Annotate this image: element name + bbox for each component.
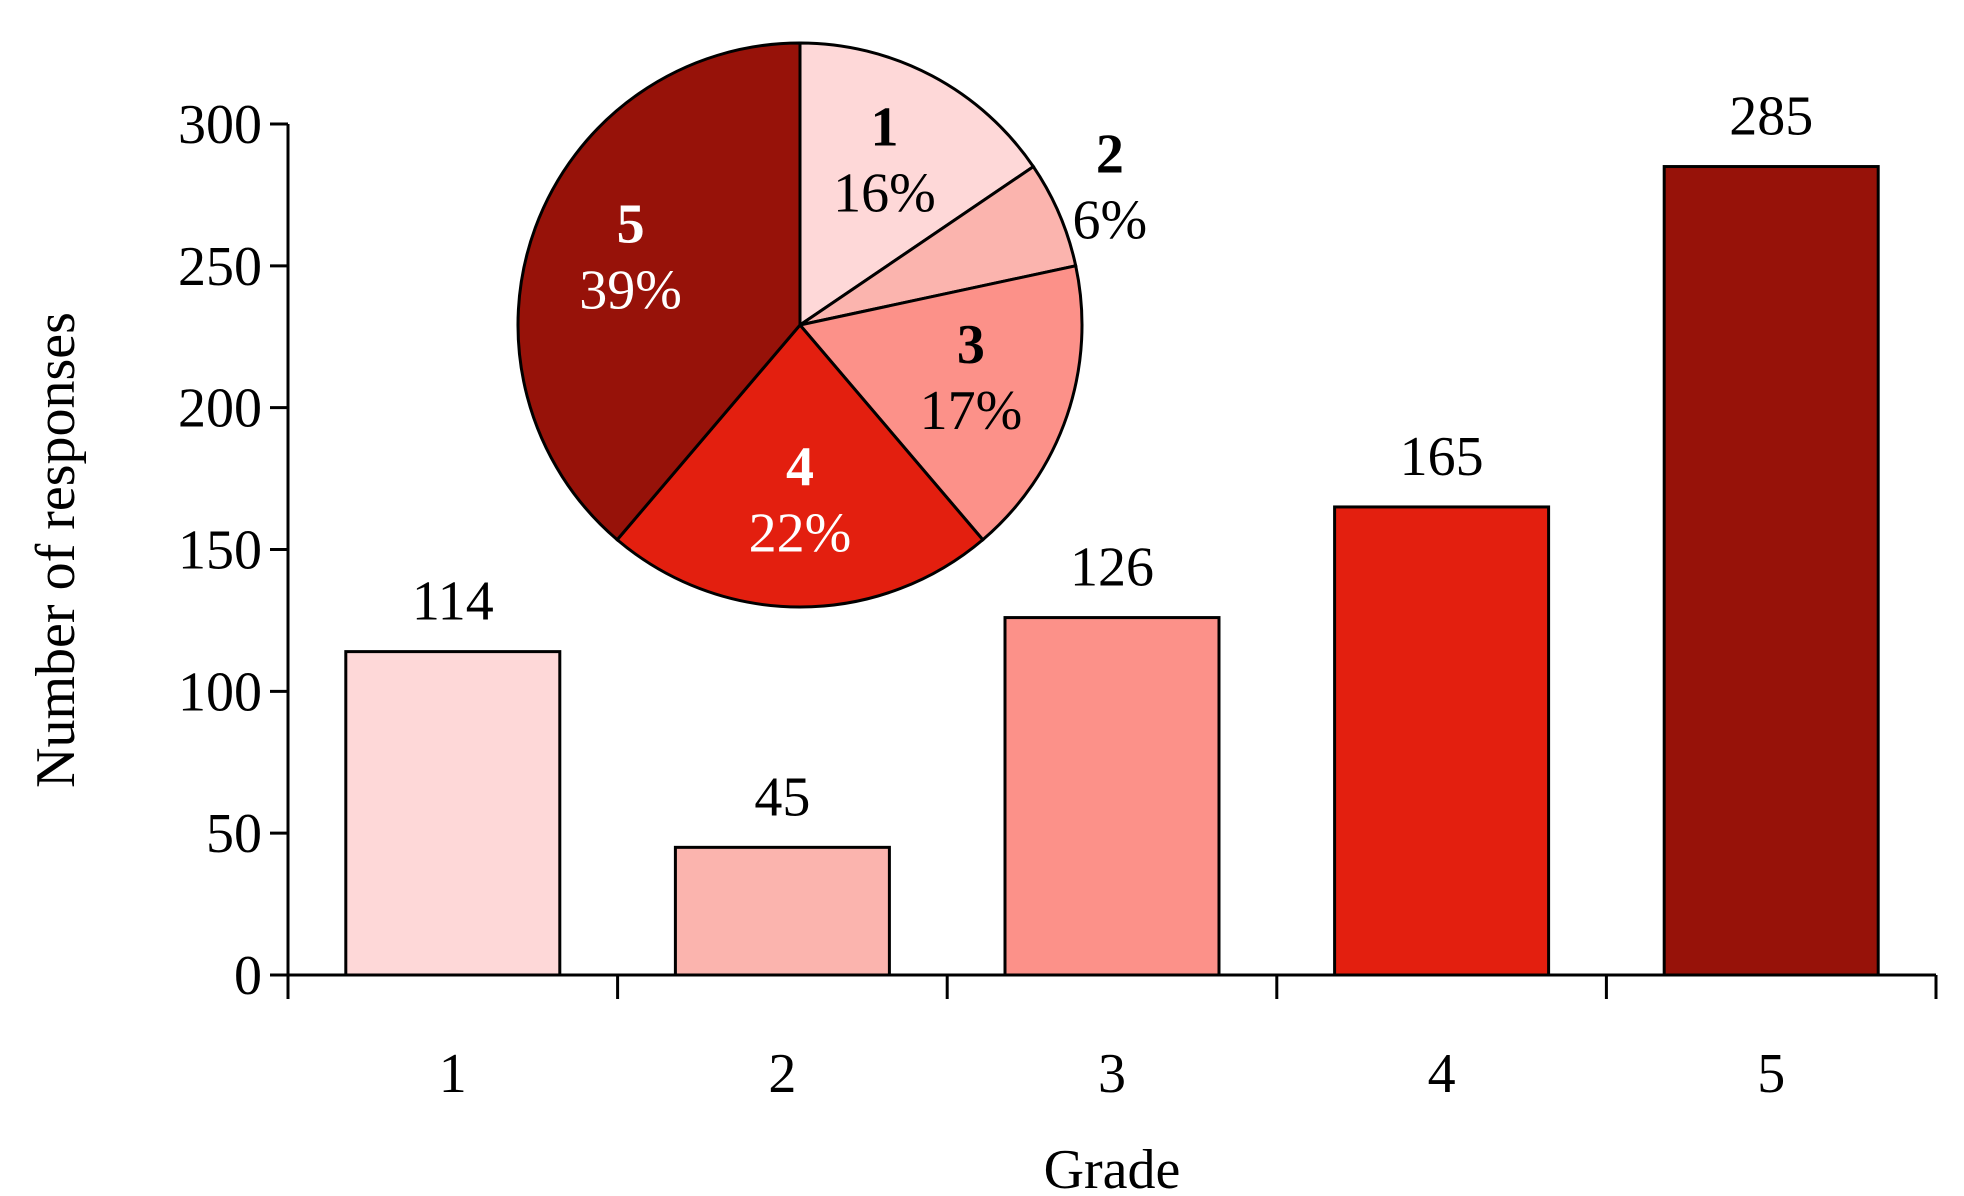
x-axis-ticks xyxy=(286,975,1938,999)
bar-grade-3 xyxy=(1003,616,1221,977)
bar-value-label: 126 xyxy=(1070,537,1154,599)
pie-percent-label: 17% xyxy=(920,380,1023,442)
pie-slice-label: 4 xyxy=(786,436,814,498)
y-tick-label: 0 xyxy=(234,945,262,1007)
y-tick-label: 300 xyxy=(178,94,262,156)
pie-slice-label: 1 xyxy=(871,97,899,159)
pie-slice-label: 5 xyxy=(617,194,645,256)
bar-value-label: 114 xyxy=(412,571,494,633)
bar-value-label: 45 xyxy=(754,766,810,828)
y-tick-label: 250 xyxy=(178,236,262,298)
pie-percent-label: 6% xyxy=(1073,190,1148,252)
pie-percent-label: 39% xyxy=(579,260,682,322)
x-tick-label: 1 xyxy=(439,1043,467,1105)
x-tick-label: 2 xyxy=(768,1043,796,1105)
pie-percent-label: 22% xyxy=(749,502,852,564)
pie-slice-label: 2 xyxy=(1096,124,1124,186)
x-tick-label: 3 xyxy=(1098,1043,1126,1105)
y-axis-ticks: 0 50 100 150 200 250 300 xyxy=(178,94,288,1007)
pie-slice-3 xyxy=(797,263,1084,542)
pie-slice-1 xyxy=(798,41,1036,328)
y-tick-label: 200 xyxy=(178,378,262,440)
bar-grade-4 xyxy=(1333,505,1551,977)
pie-slice-5 xyxy=(516,41,802,542)
x-tick-label: 4 xyxy=(1428,1043,1456,1105)
x-tick-label: 5 xyxy=(1757,1043,1785,1105)
y-tick-label: 150 xyxy=(178,520,262,582)
pie-percent-label: 16% xyxy=(833,163,936,225)
bar-grade-1 xyxy=(344,650,562,977)
y-axis-label: Number of responses xyxy=(25,312,87,788)
pie-chart: 116% 26% 317% 422% 539% xyxy=(516,41,1148,609)
y-tick-label: 100 xyxy=(178,661,262,723)
bar-value-label: 285 xyxy=(1729,86,1813,148)
pie-slice-4 xyxy=(615,322,985,609)
bar-grade-2 xyxy=(673,845,891,977)
pie-slice-label: 3 xyxy=(957,314,985,376)
y-tick-label: 50 xyxy=(206,803,262,865)
x-axis-label: Grade xyxy=(1044,1139,1181,1196)
bar-value-label: 165 xyxy=(1400,426,1484,488)
bar-grade-5 xyxy=(1662,165,1880,977)
